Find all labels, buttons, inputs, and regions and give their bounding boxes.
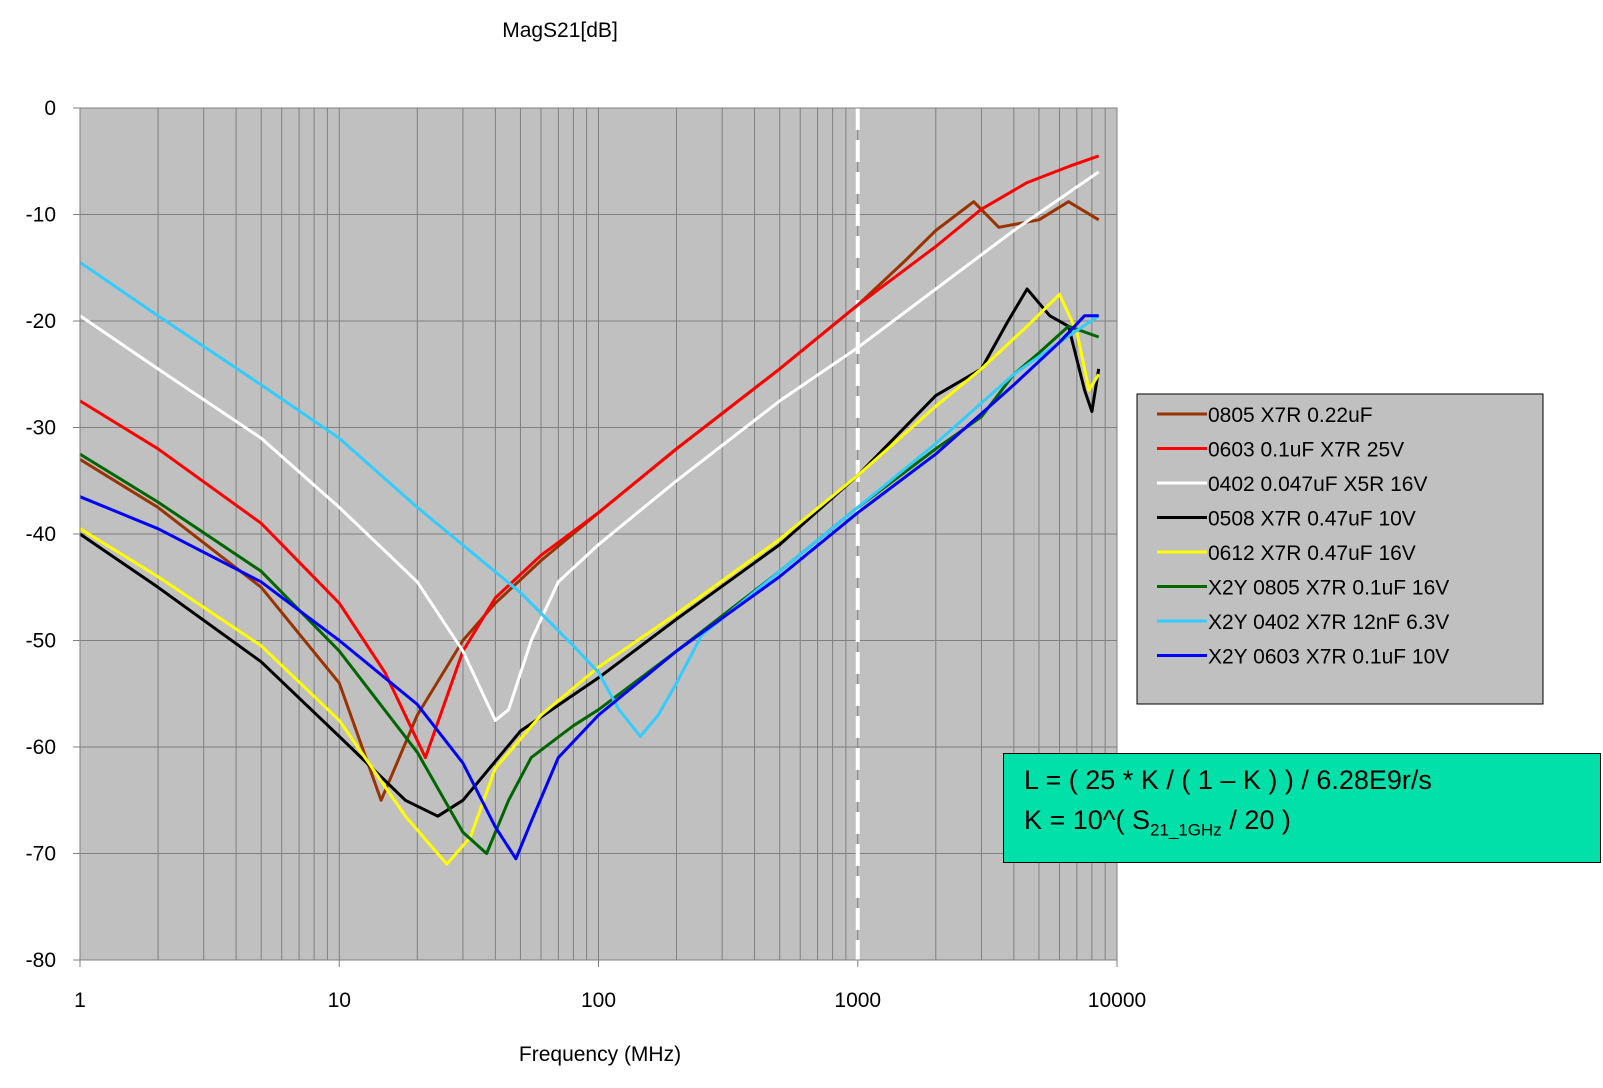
y-tick-label: -70 (26, 843, 56, 866)
x-axis-title: Frequency (MHz) (519, 1043, 681, 1066)
series-line-3 (79, 170, 1100, 722)
y-tick-label: -20 (26, 310, 56, 333)
legend-label-8: X2Y 0603 X7R 0.1uF 10V (1208, 646, 1449, 669)
y-tick-label: -50 (26, 630, 56, 653)
y-tick-label: -10 (26, 204, 56, 227)
x-tick-label: 100 (581, 989, 616, 1012)
series-line-6 (79, 324, 1100, 855)
legend-label-1: 0805 X7R 0.22uF (1208, 404, 1373, 427)
x-tick-label: 1 (74, 989, 86, 1012)
series-line-5 (79, 292, 1100, 866)
formula-line-2: K = 10^( S21_1GHz / 20 ) (1024, 800, 1600, 850)
y-tick-label: 0 (44, 97, 56, 120)
formula-line-2-prefix: K = 10^( S (1024, 805, 1150, 835)
x-tick-label: 10000 (1088, 989, 1146, 1012)
series-line-2 (79, 154, 1100, 760)
series-line-4 (79, 287, 1101, 818)
y-tick-label: -40 (26, 523, 56, 546)
legend: 0805 X7R 0.22uF 0603 0.1uF X7R 25V 0402 0.… (1136, 393, 1544, 705)
chart-title: MagS21[dB] (502, 19, 618, 42)
series-line-7 (79, 261, 1100, 738)
series-layer (79, 154, 1101, 866)
axes: 0 -10 -20 -30 -40 -50 -60 -70 -80 1 10 100 1000 10000 (26, 97, 1147, 1012)
y-tick-label: -60 (26, 736, 56, 759)
legend-label-7: X2Y 0402 X7R 12nF 6.3V (1208, 611, 1449, 634)
formula-line-2-subscript: 21_1GHz (1149, 820, 1222, 840)
x-tick-label: 1000 (834, 989, 881, 1012)
y-tick-label: -30 (26, 417, 56, 440)
formula-line-1: L = ( 25 * K / ( 1 – K ) ) / 6.28E9r/s (1024, 765, 1432, 795)
legend-label-6: X2Y 0805 X7R 0.1uF 16V (1208, 577, 1449, 600)
series-line-8 (79, 314, 1099, 861)
formula-line-2-suffix: / 20 ) (1221, 805, 1291, 835)
x-tick-label: 10 (328, 989, 351, 1012)
legend-label-4: 0508 X7R 0.47uF 10V (1208, 508, 1416, 531)
formula-box: L = ( 25 * K / ( 1 – K ) ) / 6.28E9r/s K… (1003, 753, 1601, 863)
legend-label-3: 0402 0.047uF X5R 16V (1208, 473, 1428, 496)
legend-box (1136, 393, 1544, 705)
legend-label-5: 0612 X7R 0.47uF 16V (1208, 542, 1416, 565)
y-tick-label: -80 (26, 949, 56, 972)
legend-label-2: 0603 0.1uF X7R 25V (1208, 439, 1404, 462)
